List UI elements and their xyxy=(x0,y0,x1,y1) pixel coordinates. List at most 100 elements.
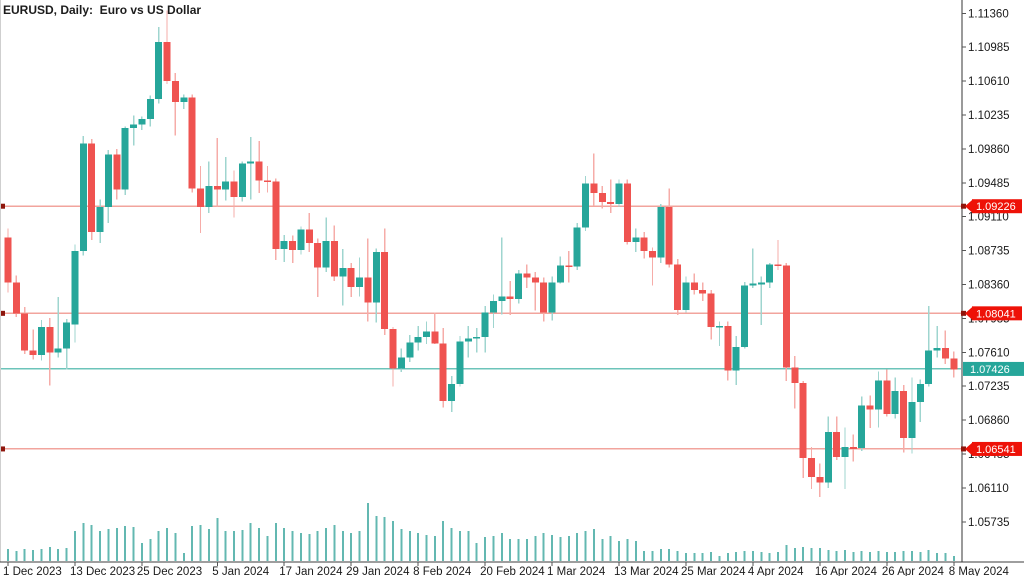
candle xyxy=(21,307,29,355)
volume-bar xyxy=(534,536,537,561)
candle-body xyxy=(372,251,380,303)
tag-price-text: 1.08041 xyxy=(976,308,1016,320)
candle-body xyxy=(104,154,112,207)
candle xyxy=(556,256,564,284)
candle-body xyxy=(21,313,29,351)
volume-bar xyxy=(149,539,152,561)
volume-bar xyxy=(325,528,328,561)
candle-body xyxy=(280,241,288,250)
axes-layer xyxy=(0,0,1024,563)
candle xyxy=(464,326,472,358)
candle xyxy=(146,95,154,127)
candle xyxy=(339,249,347,306)
candle-body xyxy=(498,296,506,301)
candle xyxy=(238,161,246,202)
candle-body xyxy=(573,227,581,267)
candle xyxy=(289,235,297,263)
candle xyxy=(598,185,606,209)
candle xyxy=(439,327,447,408)
price-tick-label: 1.09860 xyxy=(968,144,1010,156)
candle xyxy=(356,257,364,297)
candle xyxy=(414,326,422,351)
candle xyxy=(163,10,171,84)
candle-body xyxy=(473,336,481,339)
volume-bar xyxy=(157,531,160,561)
candle-body xyxy=(481,312,489,337)
candle xyxy=(941,330,949,365)
candle xyxy=(791,355,799,409)
volume-bar xyxy=(442,521,445,561)
volume-bar xyxy=(910,551,913,561)
volume-bar xyxy=(509,539,512,561)
candle xyxy=(456,336,464,387)
candle-body xyxy=(96,206,104,233)
volume-bar xyxy=(751,551,754,561)
candle-body xyxy=(381,251,389,329)
volume-bar xyxy=(433,536,436,561)
volume-bar xyxy=(283,528,286,561)
volume-bar xyxy=(618,541,621,561)
candle xyxy=(699,282,707,301)
candle-body xyxy=(515,273,523,299)
candle xyxy=(197,166,205,233)
tag-body xyxy=(972,199,1022,214)
candle-body xyxy=(941,347,949,359)
volume-bar xyxy=(944,553,947,561)
candle-body xyxy=(690,282,698,290)
candle xyxy=(79,136,87,256)
candle xyxy=(799,381,807,478)
candle-body xyxy=(121,128,129,190)
candle xyxy=(104,149,112,224)
volume-bar xyxy=(383,517,386,561)
volume-bar xyxy=(400,529,403,561)
candle xyxy=(640,232,648,259)
candle-body xyxy=(724,326,732,371)
candle xyxy=(372,248,380,323)
time-axis[interactable]: 1 Dec 2023 13 Dec 2023 25 Dec 2023 5 Jan 20… xyxy=(3,562,1010,576)
candle-body xyxy=(732,346,740,371)
candle xyxy=(916,379,924,422)
candle xyxy=(766,262,774,289)
candle xyxy=(849,434,857,462)
candle-body xyxy=(883,380,891,414)
candle-body xyxy=(657,206,665,258)
price-tick-label: 1.06860 xyxy=(968,415,1010,427)
volume-bar xyxy=(450,528,453,561)
candle-body xyxy=(263,180,271,183)
candle-body xyxy=(548,282,556,313)
volume-bar xyxy=(182,553,185,561)
candle-body xyxy=(29,350,37,356)
candle-body xyxy=(950,358,958,370)
candle-body xyxy=(808,458,816,478)
tag-price-text: 1.06541 xyxy=(976,444,1016,456)
horizontal-level-line[interactable] xyxy=(0,203,962,209)
tag-body xyxy=(972,306,1022,321)
candle-body xyxy=(297,229,305,251)
candle xyxy=(523,264,531,289)
volume-bar xyxy=(132,527,135,561)
candle xyxy=(498,237,506,315)
candle-body xyxy=(322,241,330,268)
candle-body xyxy=(523,273,531,278)
candle-body xyxy=(339,268,347,277)
candle xyxy=(347,262,355,298)
tag-price-text: 1.07426 xyxy=(970,364,1010,376)
candle-body xyxy=(330,241,338,277)
candle-body xyxy=(766,264,774,283)
candle xyxy=(925,306,933,387)
volume-bar xyxy=(894,552,897,561)
date-tick-label: 20 Feb 2024 xyxy=(480,566,545,576)
current-price-tag: 1.07426 xyxy=(963,361,1024,376)
horizontal-level-line[interactable] xyxy=(0,310,962,316)
candle-body xyxy=(146,99,154,120)
price-lines-layer[interactable] xyxy=(0,203,962,452)
volume-bar xyxy=(166,528,169,561)
horizontal-level-line[interactable] xyxy=(0,446,962,452)
candle xyxy=(314,238,322,298)
volume-bar xyxy=(299,533,302,561)
candle xyxy=(565,251,573,283)
candle-body xyxy=(582,183,590,228)
candle-body xyxy=(88,143,96,233)
price-tick-label: 1.09485 xyxy=(968,178,1010,190)
